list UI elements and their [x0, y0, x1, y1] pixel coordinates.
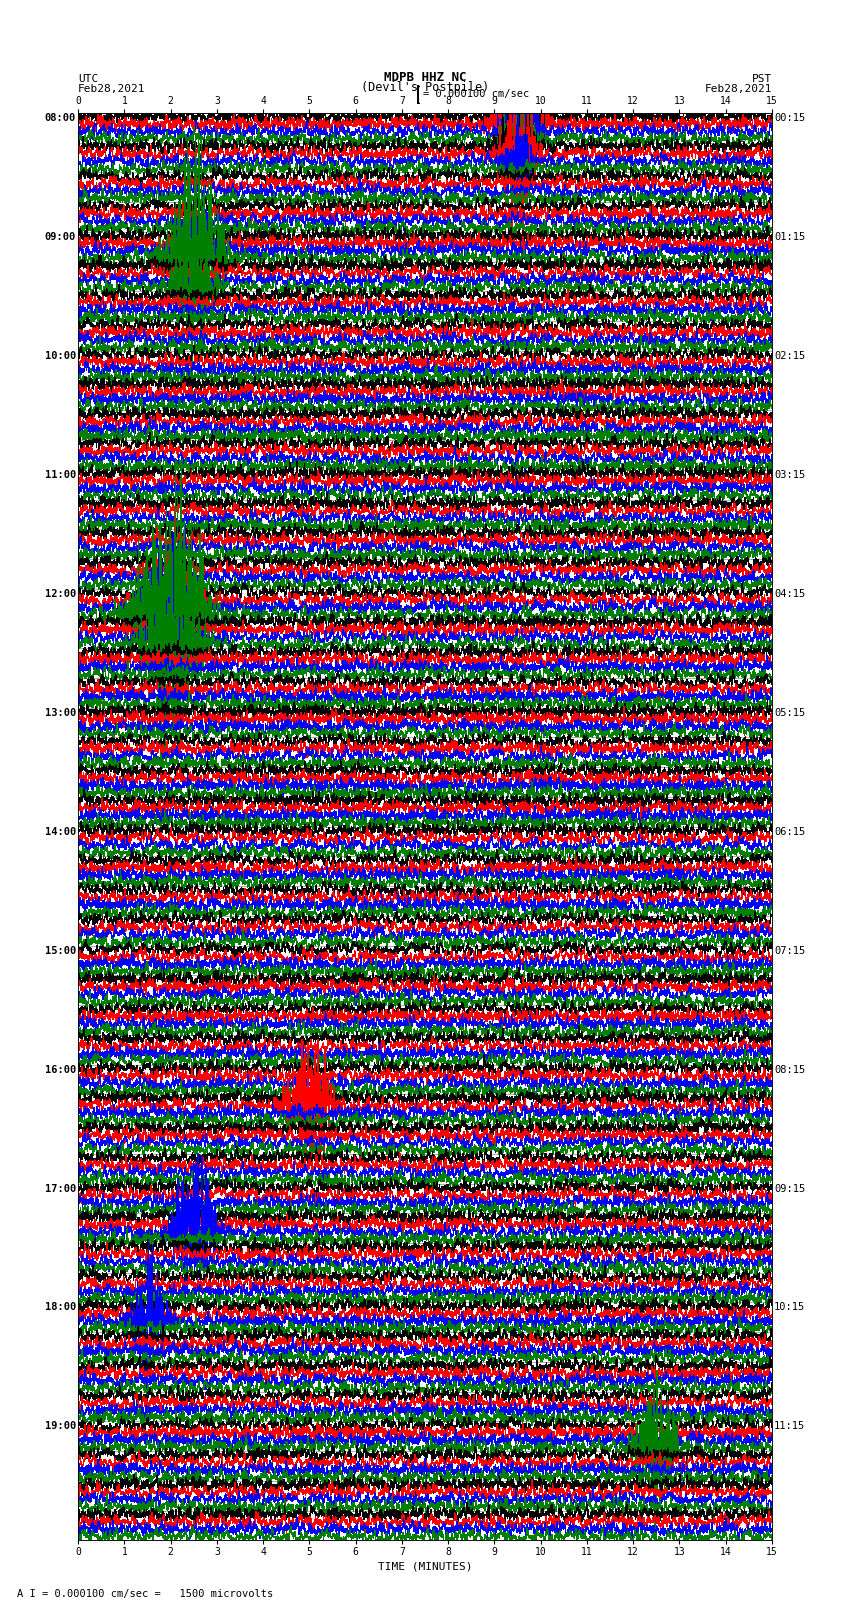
Text: PST: PST [751, 74, 772, 84]
Text: 06:15: 06:15 [774, 826, 805, 837]
X-axis label: TIME (MINUTES): TIME (MINUTES) [377, 1561, 473, 1571]
Text: 19:00: 19:00 [45, 1421, 76, 1431]
Text: 04:15: 04:15 [774, 589, 805, 598]
Text: 14:00: 14:00 [45, 826, 76, 837]
Text: = 0.000100 cm/sec: = 0.000100 cm/sec [423, 89, 530, 100]
Text: 10:15: 10:15 [774, 1303, 805, 1313]
Text: 18:00: 18:00 [45, 1303, 76, 1313]
Text: 08:00: 08:00 [45, 113, 76, 123]
Text: MDPB HHZ NC: MDPB HHZ NC [383, 71, 467, 84]
Text: 13:00: 13:00 [45, 708, 76, 718]
Text: 07:15: 07:15 [774, 945, 805, 955]
Text: (Devil's Postpile): (Devil's Postpile) [361, 81, 489, 94]
Text: 16:00: 16:00 [45, 1065, 76, 1074]
Text: A I = 0.000100 cm/sec =   1500 microvolts: A I = 0.000100 cm/sec = 1500 microvolts [17, 1589, 273, 1598]
Text: 08:15: 08:15 [774, 1065, 805, 1074]
Text: 12:00: 12:00 [45, 589, 76, 598]
Text: Feb28,2021: Feb28,2021 [705, 84, 772, 94]
Text: 02:15: 02:15 [774, 350, 805, 361]
Text: 09:00: 09:00 [45, 232, 76, 242]
Text: 17:00: 17:00 [45, 1184, 76, 1194]
Text: 05:15: 05:15 [774, 708, 805, 718]
Text: Feb28,2021: Feb28,2021 [78, 84, 145, 94]
Text: 11:15: 11:15 [774, 1421, 805, 1431]
Text: 03:15: 03:15 [774, 469, 805, 479]
Text: 09:15: 09:15 [774, 1184, 805, 1194]
Text: 01:15: 01:15 [774, 232, 805, 242]
Text: 10:00: 10:00 [45, 350, 76, 361]
Text: 00:15: 00:15 [774, 113, 805, 123]
Text: UTC: UTC [78, 74, 99, 84]
Text: 11:00: 11:00 [45, 469, 76, 479]
Text: 15:00: 15:00 [45, 945, 76, 955]
